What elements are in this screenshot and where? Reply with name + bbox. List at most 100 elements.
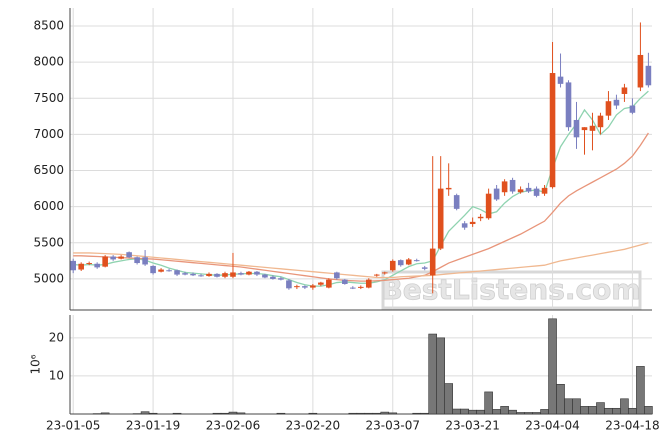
candle-body: [302, 286, 308, 288]
volume-bar: [348, 412, 358, 415]
volume-bar: [516, 412, 525, 415]
volume-bar: [428, 333, 438, 415]
volume-bar: [556, 383, 565, 415]
volume-bar: [580, 406, 589, 415]
candle-body: [389, 260, 396, 271]
candle-body: [222, 273, 228, 277]
candle-body: [350, 287, 356, 289]
volume-bar: [460, 408, 469, 415]
candle-body: [461, 223, 468, 228]
volume-bar: [228, 411, 238, 415]
candle-body: [94, 263, 100, 268]
candle-body: [198, 275, 204, 277]
x-tick-label: 23-04-04: [525, 419, 579, 433]
watermark: BestListens.com: [381, 273, 640, 306]
watermark-box: [381, 270, 642, 310]
candle-body: [78, 263, 84, 270]
candle-body: [413, 260, 420, 262]
candle-body: [206, 273, 212, 277]
candle-body: [637, 54, 644, 88]
candle-body: [86, 263, 92, 265]
candle-body: [126, 252, 132, 258]
candle-body: [533, 188, 540, 196]
candle-body: [174, 270, 180, 275]
candle-body: [549, 73, 556, 188]
candle-body: [437, 188, 444, 249]
x-tick-label: 23-03-21: [445, 419, 499, 433]
candle-body: [525, 187, 532, 192]
candle-body: [373, 274, 380, 276]
volume-bar: [492, 409, 501, 415]
candle-body: [493, 188, 500, 200]
volume-bar: [508, 409, 517, 415]
x-tick-label: 23-03-07: [366, 419, 420, 433]
panel: 10 20 23-01-05 23-01-19 23-02-06 23-02-20 23-0…: [29, 315, 660, 433]
volume-bar: [532, 412, 541, 415]
volume-bar: [436, 337, 445, 415]
moving-average: [73, 132, 649, 282]
candle-body: [629, 105, 636, 113]
volume-bar: [452, 408, 461, 415]
volume-bar: [212, 412, 222, 415]
volume-bar: [628, 407, 637, 415]
candle-body: [270, 276, 276, 279]
candle-body: [246, 271, 252, 275]
volume-bar: [524, 412, 533, 415]
volume-bar: [372, 412, 382, 415]
candle-body: [166, 270, 172, 272]
volume-bar: [620, 398, 629, 415]
volume-bar: [220, 412, 230, 415]
volume-bar: [500, 406, 509, 415]
volume-bar: [364, 412, 374, 415]
x-tick-label: 23-04-18: [605, 419, 659, 433]
x-tick-label: 23-02-20: [286, 419, 340, 433]
candle-body: [134, 257, 140, 264]
y-tick-label: 8000: [33, 55, 64, 69]
candle-body: [358, 286, 364, 288]
volume-bar: [148, 412, 158, 415]
y-tick-label: 7000: [33, 127, 64, 141]
moving-average: [73, 242, 649, 279]
volume-bar: [612, 407, 621, 415]
volume-bar: [140, 411, 150, 415]
candle-body: [509, 179, 516, 192]
candle-body: [230, 272, 236, 277]
candle-body: [294, 286, 300, 288]
candle-body: [310, 285, 316, 288]
candle-body: [557, 76, 564, 84]
candle-body: [565, 82, 572, 128]
y-tick-label: 20: [49, 330, 64, 344]
y-tick-label: 7500: [33, 91, 64, 105]
panel: 5000 5500 6000 6500 7000 7500 8000 8500: [33, 8, 652, 311]
candle-body: [326, 279, 332, 288]
candle-body: [445, 187, 452, 190]
candle-body: [342, 279, 348, 284]
candle-body: [581, 127, 588, 131]
volume-bar: [420, 412, 430, 415]
candle-body: [453, 195, 460, 209]
candle-body: [334, 272, 340, 279]
y-tick-label: 8500: [33, 19, 64, 33]
candle-body: [238, 273, 244, 275]
volume-bar: [172, 412, 182, 415]
volume-bar: [236, 412, 246, 415]
volume-bar: [540, 409, 549, 415]
candle-body: [429, 248, 436, 276]
candle-body: [278, 278, 284, 280]
candle-body: [645, 65, 652, 86]
moving-average: [73, 90, 649, 287]
x-tick-label: 23-01-05: [46, 419, 100, 433]
candle-body: [397, 260, 404, 266]
x-tick-label: 23-01-19: [126, 419, 180, 433]
volume-bar: [412, 412, 422, 415]
volume-bar: [636, 366, 645, 415]
candle-body: [501, 181, 508, 193]
y-tick-label: 6500: [33, 163, 64, 177]
x-tick-label: 23-02-06: [206, 419, 260, 433]
candle-body: [597, 115, 604, 128]
candle-body: [365, 279, 372, 288]
candle-body: [286, 280, 292, 289]
candle-body: [158, 269, 164, 272]
candle-body: [381, 272, 388, 274]
volume-bar: [468, 409, 477, 415]
